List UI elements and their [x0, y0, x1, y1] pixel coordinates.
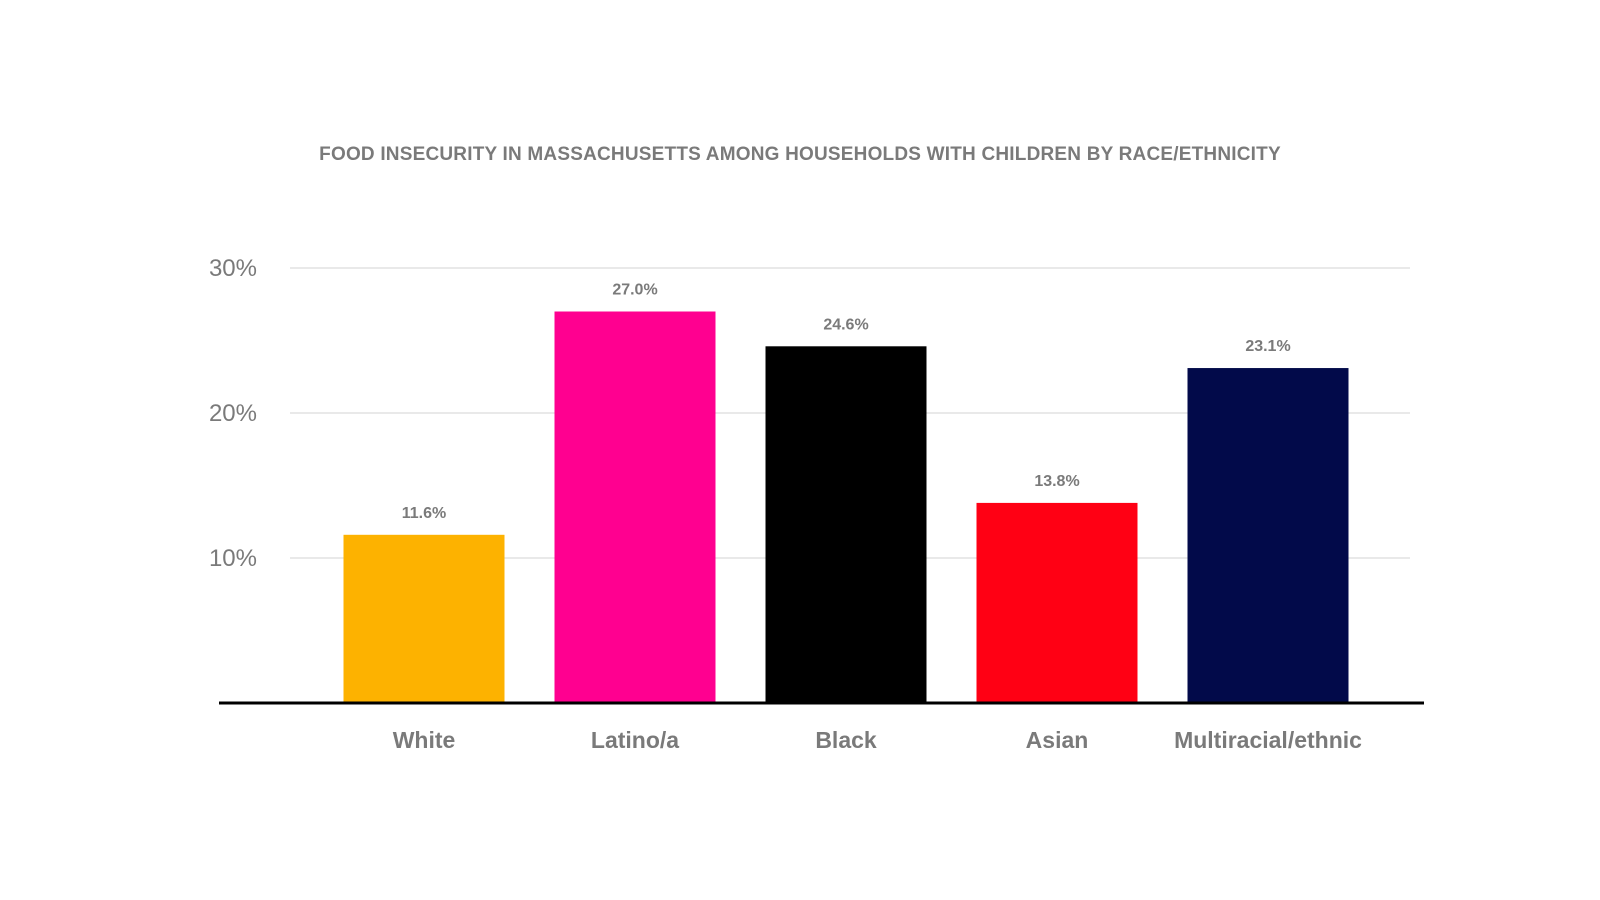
data-label: 23.1%	[1245, 338, 1290, 355]
bar-black	[765, 346, 927, 703]
y-tick-label: 10%	[209, 545, 257, 572]
labels: 11.6% White 27.0% Latino/a 24.6% Black 13.8% As…	[393, 282, 1362, 754]
category-label: Asian	[1026, 727, 1089, 753]
bar-multiracial-ethnic	[1187, 368, 1349, 703]
chart-title: FOOD INSECURITY IN MASSACHUSETTS AMONG H…	[319, 144, 1281, 165]
bar-latino-a	[554, 311, 716, 703]
data-label: 13.8%	[1034, 473, 1079, 490]
y-tick-label: 20%	[209, 400, 257, 427]
category-label: Multiracial/ethnic	[1174, 727, 1362, 753]
category-label: Black	[815, 727, 877, 753]
category-label: White	[393, 727, 456, 753]
data-label: 11.6%	[402, 505, 446, 522]
bars	[343, 311, 1349, 703]
data-label: 27.0%	[612, 282, 657, 299]
bar-white	[343, 534, 505, 703]
bar-asian	[976, 502, 1138, 703]
y-tick-label: 30%	[209, 255, 257, 282]
category-label: Latino/a	[591, 727, 679, 753]
data-label: 24.6%	[823, 316, 868, 333]
y-axis-ticks: 10% 20% 30%	[209, 255, 257, 572]
